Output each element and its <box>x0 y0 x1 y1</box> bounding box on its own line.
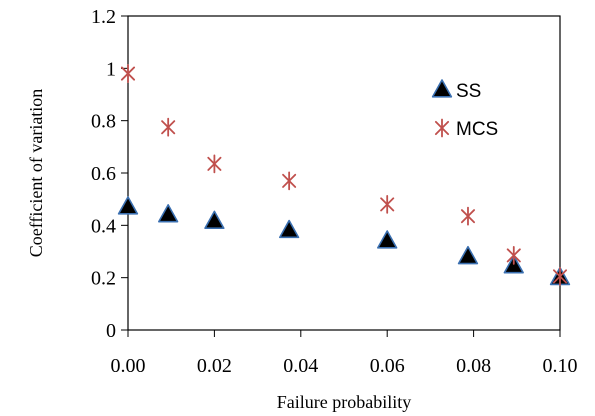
x-tick-label: 0.02 <box>197 355 232 377</box>
mcs-point <box>282 171 297 191</box>
mcs-point <box>552 266 568 286</box>
ss-point <box>457 245 479 265</box>
y-tick-label: 0.2 <box>91 268 116 290</box>
x-tick-label: 0.06 <box>370 355 405 377</box>
x-tick-label: 0.08 <box>456 355 491 377</box>
y-tick-label: 0.6 <box>91 163 116 185</box>
mcs-point <box>120 64 136 83</box>
x-axis-title: Failure probability <box>277 392 411 412</box>
legend: SS MCS <box>431 79 498 140</box>
plot-area-frame <box>127 15 561 331</box>
data-points <box>117 64 571 286</box>
mcs-point <box>207 154 222 174</box>
y-tick-label: 0.8 <box>91 111 116 133</box>
ss-point <box>117 196 139 215</box>
y-tick-label: 1.2 <box>91 6 116 28</box>
ss-point <box>204 210 225 229</box>
x-axis-ticks: 0.00 0.02 0.04 0.06 0.08 0.10 <box>111 330 578 377</box>
mcs-point <box>506 246 521 265</box>
y-axis-ticks: 0 0.2 0.4 0.6 0.8 1 1.2 <box>91 6 128 342</box>
y-tick-label: 1 <box>106 58 116 80</box>
legend-mcs-marker <box>434 118 450 138</box>
legend-ss-marker <box>431 79 453 98</box>
mcs-point <box>380 194 395 214</box>
y-tick-label: 0.4 <box>91 215 116 237</box>
y-tick-label: 0 <box>106 320 116 342</box>
ss-point <box>158 204 179 223</box>
mcs-point <box>161 117 176 137</box>
mcs-point <box>460 206 476 226</box>
x-tick-label: 0.10 <box>543 355 578 377</box>
legend-label: MCS <box>456 119 498 140</box>
legend-label: SS <box>456 81 481 102</box>
y-axis-title: Coefficient of variation <box>26 89 46 258</box>
x-tick-label: 0.00 <box>111 355 146 377</box>
ss-point <box>377 230 398 249</box>
x-tick-label: 0.04 <box>283 355 318 377</box>
ss-point <box>278 219 300 239</box>
